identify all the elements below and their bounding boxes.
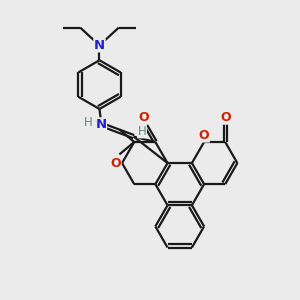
Text: N: N [95,118,106,131]
Text: O: O [138,111,149,124]
Text: O: O [220,111,230,124]
Text: O: O [110,157,121,169]
Text: H: H [84,116,93,130]
Text: O: O [199,129,209,142]
Text: N: N [94,39,105,52]
Text: H: H [138,125,146,138]
